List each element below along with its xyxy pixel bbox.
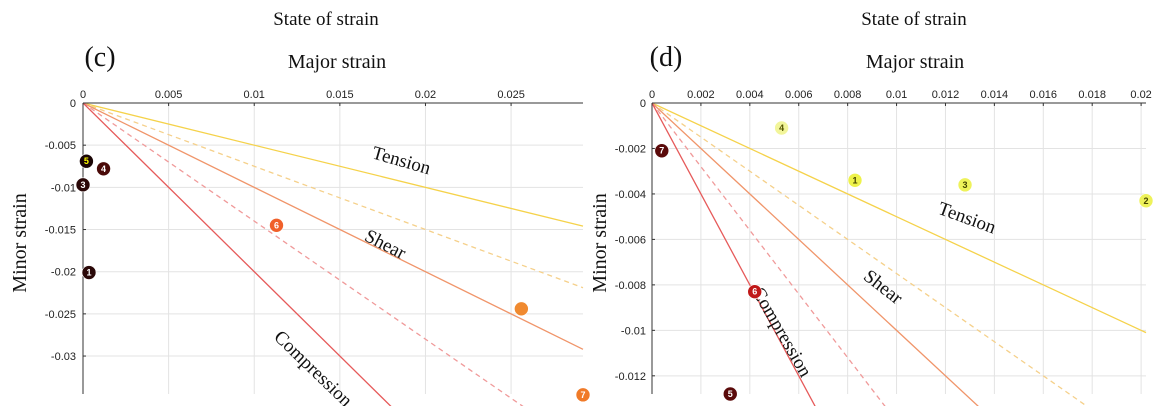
data-point-6: [747, 284, 763, 299]
data-point-label-1: 1: [86, 268, 91, 278]
region-line-shear-dashed: [652, 103, 886, 406]
chart-svg-c: 0 0.005 0.01 0.015 0.02 0.025 0 -0.005 -0.01 -0.0…: [9, 9, 591, 406]
x-tick-label: 0.025: [497, 89, 525, 101]
y-tick-label: -0.03: [51, 351, 76, 363]
x-tick-label: 0.015: [326, 89, 354, 101]
region-labels-c: Tension Shear Compression: [269, 143, 433, 406]
axes-c: [82, 102, 583, 394]
data-point-label-7: 7: [580, 390, 585, 400]
chart-title-c: State of strain: [273, 9, 379, 30]
y-tick-label: 0: [640, 98, 646, 110]
chart-svg-d: 0 0.002 0.004 0.006 0.008 0.01 0.012 0.014 0.016…: [589, 9, 1154, 406]
x-tick-label: 0.012: [932, 89, 960, 101]
y-tick-label: -0.01: [621, 325, 646, 337]
data-point-7: [575, 387, 591, 403]
x-tick-label: 0.01: [886, 89, 907, 101]
region-label-compression: Compression: [269, 327, 356, 406]
data-point-6: [269, 218, 284, 233]
x-tick-label: 0.01: [244, 89, 265, 101]
region-line-compression: [83, 103, 392, 406]
data-point-7: [654, 143, 670, 159]
y-tick-label: -0.008: [615, 280, 646, 292]
y-tick-label: -0.015: [45, 225, 76, 237]
data-point-label-1: 1: [852, 175, 857, 185]
region-line-tension: [83, 103, 584, 227]
x-tick-label: 0.018: [1078, 89, 1106, 101]
data-point-label-2: 2: [1143, 196, 1148, 206]
y-tick-label: -0.025: [45, 309, 76, 321]
x-axis-title-d: Major strain: [866, 51, 964, 73]
x-tick-label: 0.02: [415, 89, 436, 101]
y-tick-label: -0.012: [615, 371, 646, 383]
axes-d: [651, 102, 1146, 394]
region-label-shear: Shear: [361, 226, 410, 265]
tick-labels-c: 0 0.005 0.01 0.015 0.02 0.025 0 -0.005 -0.01 -0.0…: [45, 89, 525, 363]
data-point-5: [722, 386, 738, 402]
region-lines-c: [83, 103, 584, 406]
region-line-shear: [652, 103, 979, 406]
region-lines-d: [652, 103, 1147, 406]
data-point-2: [1138, 193, 1154, 209]
panel-label-d: (d): [650, 42, 683, 73]
x-tick-label: 0.006: [785, 89, 813, 101]
region-label-tension: Tension: [370, 143, 434, 180]
data-point-label-3: 3: [80, 180, 85, 190]
data-point-3: [75, 177, 91, 193]
chart-panel-c: 0 0.005 0.01 0.015 0.02 0.025 0 -0.005 -0.01 -0.0…: [9, 9, 591, 406]
x-tick-label: 0.016: [1030, 89, 1058, 101]
data-point-1: [81, 265, 97, 280]
points-d: 4 1 3 2 7 6 5: [654, 120, 1154, 402]
data-point-label-5: 5: [84, 156, 89, 166]
data-point-label-4: 4: [779, 123, 784, 133]
y-tick-label: -0.005: [45, 140, 76, 152]
x-axis-title-c: Major strain: [288, 51, 386, 73]
data-point-8: [514, 301, 529, 317]
x-tick-label: 0.002: [687, 89, 715, 101]
x-tick-label: 0.004: [736, 89, 764, 101]
data-point-label-6: 6: [752, 287, 757, 297]
region-line-compression: [652, 103, 816, 406]
tick-labels-d: 0 0.002 0.004 0.006 0.008 0.01 0.012 0.014 0.016…: [615, 89, 1152, 383]
x-tick-label: 0: [649, 89, 655, 101]
data-point-label-3: 3: [963, 180, 968, 190]
grid-d: [652, 103, 1146, 394]
y-axis-title-d: Minor strain: [589, 193, 611, 292]
region-line-tension-dashed: [83, 103, 584, 289]
x-tick-label: 0.008: [834, 89, 862, 101]
y-tick-label: 0: [70, 98, 76, 110]
data-point-label-7: 7: [659, 146, 664, 156]
data-point-5: [79, 153, 94, 169]
y-tick-label: -0.006: [615, 234, 646, 246]
data-point-4: [774, 120, 789, 136]
chart-title-d: State of strain: [861, 9, 967, 30]
grid-c: [83, 103, 583, 394]
region-label-tension: Tension: [935, 198, 999, 238]
panel-label-c: (c): [84, 42, 115, 73]
region-line-shear: [83, 103, 584, 350]
data-point-label-4: 4: [101, 164, 106, 174]
y-tick-label: -0.02: [51, 267, 76, 279]
region-line-tension: [652, 103, 1147, 334]
y-tick-label: -0.004: [615, 189, 646, 201]
data-point-label-6: 6: [274, 220, 279, 230]
x-tick-label: 0.014: [981, 89, 1009, 101]
y-tick-label: -0.002: [615, 143, 646, 155]
x-tick-label: 0.005: [155, 89, 183, 101]
points-c: 1 3 4 5 6 8 7: [75, 153, 591, 403]
data-point-label-5: 5: [728, 389, 733, 399]
x-tick-label: 0.02: [1130, 89, 1151, 101]
x-tick-label: 0: [80, 89, 86, 101]
data-point-label-8: 8: [519, 304, 524, 314]
y-tick-label: -0.01: [51, 182, 76, 194]
data-point-4: [96, 161, 111, 177]
chart-panel-d: 0 0.002 0.004 0.006 0.008 0.01 0.012 0.014 0.016…: [584, 0, 1168, 406]
data-point-1: [847, 172, 863, 188]
data-point-3: [957, 177, 973, 193]
y-axis-title-c: Minor strain: [9, 193, 31, 292]
region-line-tension-dashed: [652, 103, 1088, 406]
